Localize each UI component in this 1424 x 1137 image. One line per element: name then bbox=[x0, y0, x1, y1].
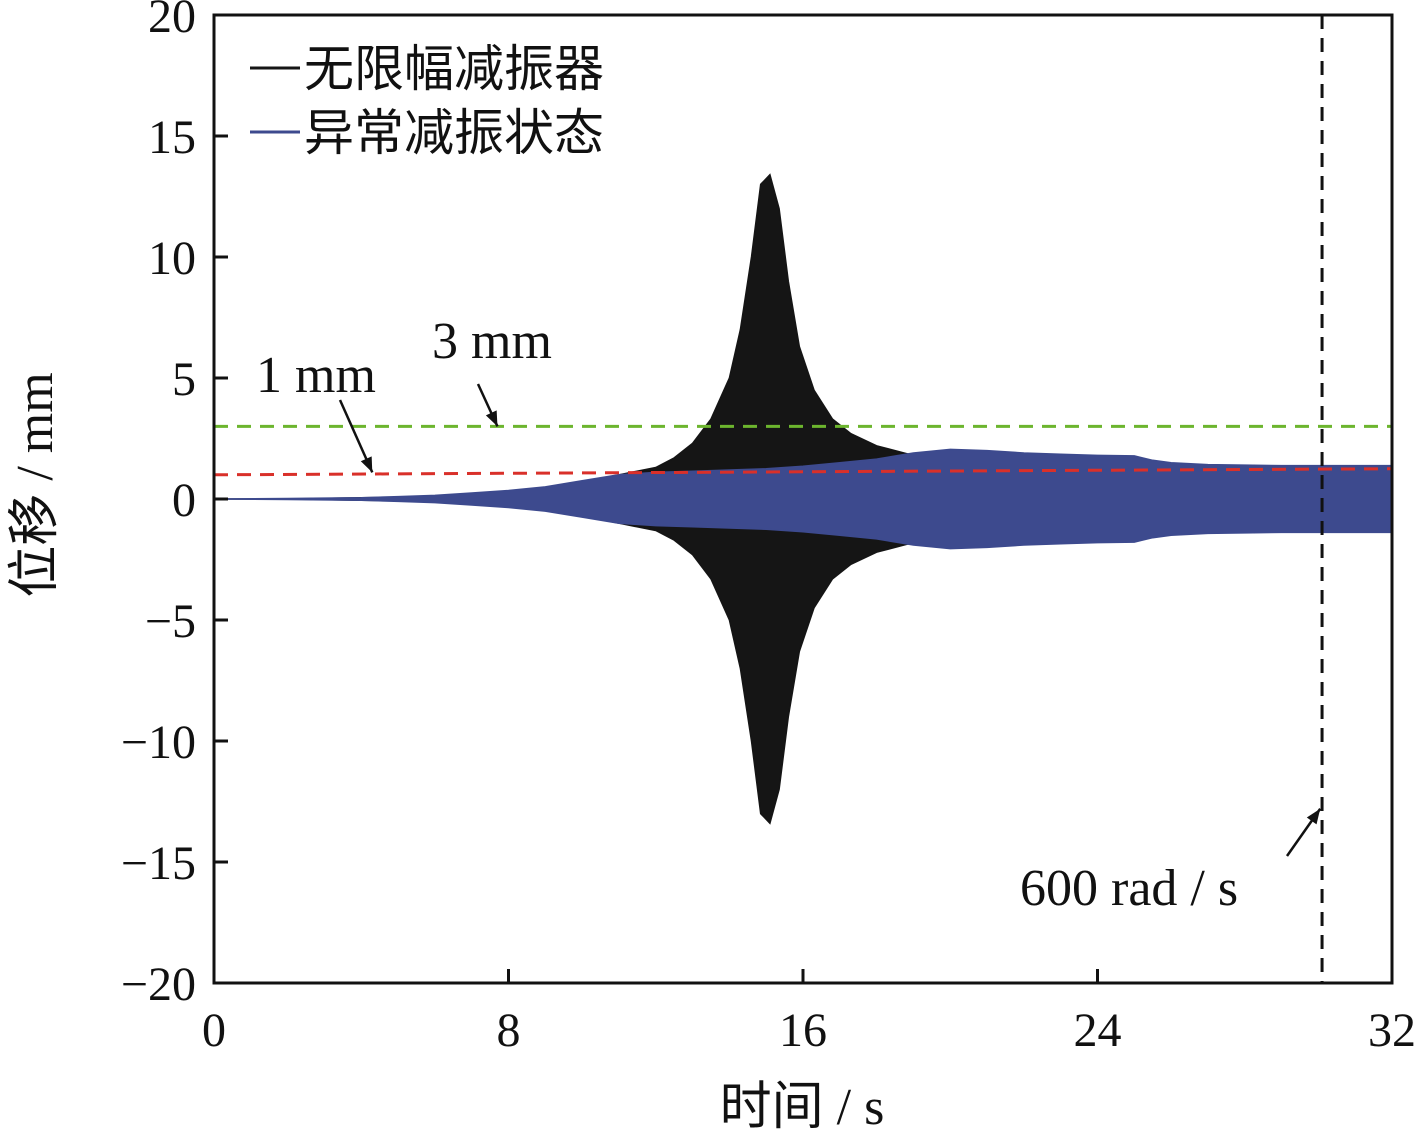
y-tick-label: 20 bbox=[148, 0, 196, 43]
x-axis-title: 时间 / s bbox=[720, 1079, 885, 1136]
y-tick-label: 10 bbox=[148, 232, 196, 285]
y-axis-ticks: 20 15 10 5 0 −5 −10 −15 −20 bbox=[121, 0, 228, 1011]
y-tick-label: −15 bbox=[121, 837, 196, 890]
annotations: 3 mm 1 mm 600 rad / s bbox=[256, 313, 1322, 917]
x-tick-label: 0 bbox=[202, 1004, 226, 1057]
legend-label-2: 异常减振状态 bbox=[304, 104, 604, 162]
annotation-arrowhead-2 bbox=[360, 456, 373, 473]
annotation-label-1: 3 mm bbox=[432, 313, 552, 370]
reference-lines bbox=[214, 15, 1392, 983]
legend-label-1: 无限幅减振器 bbox=[304, 40, 604, 98]
y-axis-title: 位移 / mm bbox=[7, 372, 64, 597]
y-tick-label: −10 bbox=[121, 716, 196, 769]
annotation-arrowhead-1 bbox=[485, 410, 498, 427]
y-tick-label: 15 bbox=[148, 111, 196, 164]
y-tick-label: 5 bbox=[172, 353, 196, 406]
x-tick-label: 32 bbox=[1368, 1004, 1416, 1057]
y-tick-label: −5 bbox=[145, 595, 196, 648]
x-axis-ticks: 0 8 16 24 32 bbox=[202, 969, 1416, 1057]
series-area-group bbox=[214, 173, 1392, 825]
annotation-label-2: 1 mm bbox=[256, 347, 376, 404]
annotation-arrowhead-3 bbox=[1306, 808, 1321, 825]
y-tick-label: 0 bbox=[172, 474, 196, 527]
x-tick-label: 16 bbox=[779, 1004, 827, 1057]
y-tick-label: −20 bbox=[121, 958, 196, 1011]
x-tick-label: 8 bbox=[497, 1004, 521, 1057]
annotation-label-3: 600 rad / s bbox=[1020, 860, 1238, 917]
x-tick-label: 24 bbox=[1074, 1004, 1122, 1057]
reference-line-2 bbox=[214, 467, 1392, 477]
